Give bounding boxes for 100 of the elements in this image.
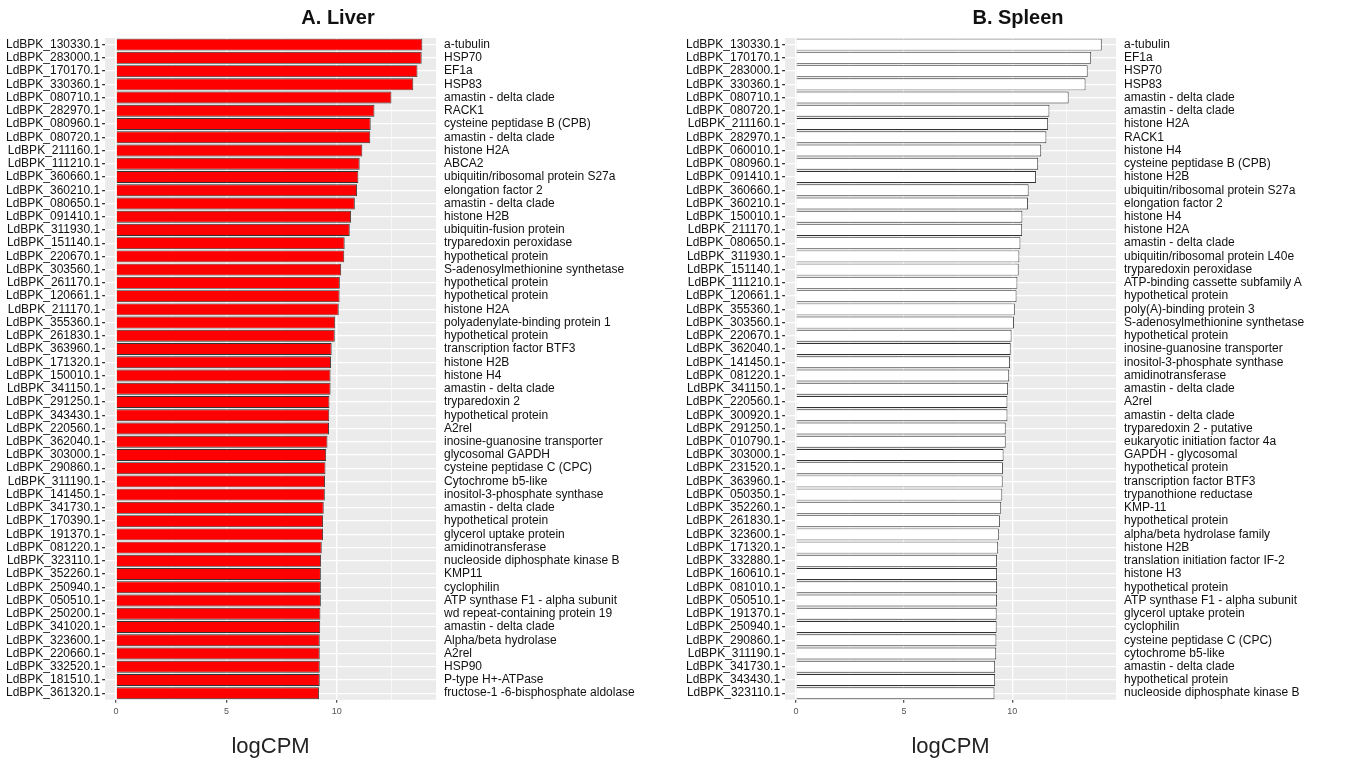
y-tick-label: LdBPK_010790.1: [685, 434, 781, 449]
y-tick-label: LdBPK_141450.1: [5, 486, 101, 501]
y-tick-label: LdBPK_111210.1: [687, 275, 781, 290]
y-tick-label: LdBPK_220560.1: [5, 420, 101, 435]
y-tick-label: LdBPK_130330.1: [685, 36, 781, 51]
y2-tick-label: amastin - delta clade: [444, 619, 556, 634]
x-tick-label: 0: [793, 705, 799, 716]
y2-tick-label: amastin - delta clade: [1124, 103, 1236, 118]
y2-tick-label: Alpha/beta hydrolase: [444, 632, 558, 647]
y-tick-label: LdBPK_303000.1: [5, 447, 101, 462]
y2-tick-label: ubiquitin-fusion protein: [444, 222, 565, 237]
y2-tick-label: cyclophilin: [444, 579, 500, 594]
y2-tick-label: tryparedoxin peroxidase: [444, 235, 573, 250]
y2-tick-label: histone H4: [1124, 209, 1182, 223]
y2-tick-label: nucleoside diphosphate kinase B: [1124, 685, 1300, 700]
y2-tick-label: EF1a: [444, 63, 474, 78]
x-tick-label: 10: [1007, 705, 1018, 716]
y2-tick-label: histone H2B: [1124, 539, 1190, 554]
y-tick-label: LdBPK_050350.1: [685, 486, 781, 501]
chart-title: A. Liver: [301, 5, 375, 28]
y-tick-label: LdBPK_362040.1: [5, 434, 101, 449]
x-tick-label: 0: [113, 705, 119, 716]
y-tick-label: LdBPK_250940.1: [685, 619, 781, 634]
y2-tick-label: histone H3: [1124, 566, 1182, 581]
y2-tick-label: HSP70: [1124, 63, 1163, 78]
y2-tick-label: elongation factor 2: [444, 182, 544, 197]
y-tick-label: LdBPK_355360.1: [685, 301, 781, 316]
y2-tick-label: transcription factor BTF3: [1124, 473, 1256, 488]
y2-tick-label: hypothetical protein: [1124, 672, 1229, 687]
y2-tick-label: inosine-guanosine transporter: [444, 434, 603, 449]
y-tick-label: LdBPK_311930.1: [686, 248, 781, 263]
y2-tick-label: hypothetical protein: [1124, 328, 1229, 343]
y-tick-label: LdBPK_261170.1: [6, 275, 101, 290]
y-tick-label: LdBPK_261830.1: [5, 328, 101, 343]
y2-tick-label: glycerol uptake protein: [444, 526, 565, 541]
y-tick-label: LdBPK_341730.1: [5, 500, 101, 515]
y-tick-label: LdBPK_220660.1: [5, 645, 101, 660]
y-tick-label: LdBPK_332880.1: [685, 553, 781, 568]
y-tick-label: LdBPK_170170.1: [5, 63, 101, 78]
y2-tick-label: ubiquitin/ribosomal protein S27a: [1124, 182, 1296, 197]
y2-tick-label: RACK1: [444, 103, 485, 118]
y-tick-label: LdBPK_363960.1: [5, 341, 101, 356]
y2-tick-label: amastin - delta clade: [1124, 381, 1236, 396]
y-tick-label: LdBPK_081010.1: [685, 579, 781, 594]
y-tick-label: LdBPK_151140.1: [6, 235, 101, 250]
y-tick-label: LdBPK_332520.1: [5, 659, 101, 674]
y2-tick-label: hypothetical protein: [1124, 460, 1229, 475]
y2-tick-label: histone H2A: [1124, 222, 1190, 237]
y-tick-label: LdBPK_171320.1: [685, 539, 781, 554]
y-tick-label: LdBPK_120661.1: [5, 288, 101, 303]
y-tick-label: LdBPK_300920.1: [685, 407, 781, 422]
y2-tick-label: histone H2B: [444, 209, 510, 223]
y-tick-label: LdBPK_081220.1: [685, 367, 781, 382]
y2-tick-label: HSP70: [444, 50, 483, 65]
x-axis-title: logCPM: [231, 732, 310, 758]
y-tick-label: LdBPK_363960.1: [685, 473, 781, 488]
y2-tick-label: glycerol uptake protein: [1124, 606, 1245, 621]
y2-tick-label: glycosomal GAPDH: [444, 447, 551, 462]
y2-tick-label: hypothetical protein: [1124, 288, 1229, 303]
y2-tick-label: hypothetical protein: [444, 407, 549, 422]
y-tick-label: LdBPK_130330.1: [5, 36, 101, 51]
y2-tick-label: cyclophilin: [1124, 619, 1180, 634]
y2-tick-label: ABCA2: [444, 156, 484, 171]
y2-tick-label: amastin - delta clade: [444, 381, 556, 396]
y2-tick-label: hypothetical protein: [1124, 579, 1229, 594]
y-tick-label: LdBPK_231520.1: [685, 460, 781, 475]
y2-tick-label: histone H4: [444, 367, 502, 382]
y2-tick-label: HSP83: [444, 76, 483, 91]
y2-tick-label: histone H4: [1124, 142, 1182, 157]
y2-tick-label: P-type H+-ATPase: [444, 672, 544, 687]
y-tick-label: LdBPK_343430.1: [685, 672, 781, 687]
y2-tick-label: wd repeat-containing protein 19: [443, 606, 613, 621]
y-tick-label: LdBPK_303560.1: [685, 314, 781, 329]
y-tick-label: LdBPK_330360.1: [5, 76, 101, 91]
y-tick-label: LdBPK_341730.1: [685, 659, 781, 674]
y-tick-label: LdBPK_283000.1: [685, 63, 781, 78]
y-tick-label: LdBPK_291250.1: [685, 420, 781, 435]
y2-tick-label: KMP11: [444, 566, 483, 581]
y-tick-label: LdBPK_081220.1: [5, 539, 101, 554]
y2-tick-label: a-tubulin: [444, 36, 491, 51]
y-tick-label: LdBPK_323110.1: [6, 553, 101, 568]
y2-tick-label: cysteine peptidase B (CPB): [444, 116, 591, 131]
y2-tick-label: amastin - delta clade: [444, 89, 556, 104]
y2-tick-label: translation initiation factor IF-2: [1124, 553, 1286, 568]
y-tick-label: LdBPK_323600.1: [685, 526, 781, 541]
y-tick-label: LdBPK_181510.1: [5, 672, 101, 687]
y-tick-label: LdBPK_080720.1: [685, 103, 781, 118]
y-tick-label: LdBPK_330360.1: [685, 76, 781, 91]
y-tick-label: LdBPK_290860.1: [5, 460, 101, 475]
y2-tick-label: A2rel: [1124, 394, 1153, 409]
y-tick-label: LdBPK_220670.1: [5, 248, 101, 263]
y2-tick-label: cysteine peptidase C (CPC): [444, 460, 593, 475]
y2-tick-label: amastin - delta clade: [444, 129, 556, 144]
y2-tick-label: poly(A)-binding protein 3: [1124, 301, 1256, 316]
y-tick-label: LdBPK_250940.1: [5, 579, 101, 594]
y-tick-label: LdBPK_282970.1: [685, 129, 781, 144]
y-tick-label: LdBPK_150010.1: [685, 209, 781, 223]
y-tick-label: LdBPK_111210.1: [7, 156, 101, 171]
y-tick-label: LdBPK_060010.1: [685, 142, 781, 157]
y2-tick-label: cysteine peptidase B (CPB): [1124, 156, 1271, 171]
